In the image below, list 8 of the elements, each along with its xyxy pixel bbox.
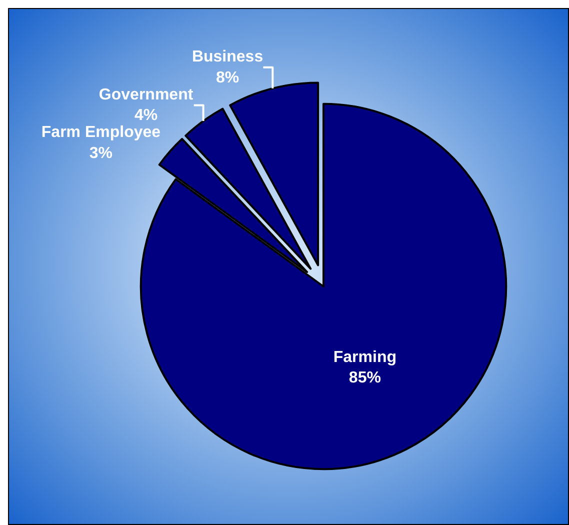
data-label: 3% xyxy=(89,144,113,162)
data-label: 85% xyxy=(348,370,381,387)
slice-label: Farming xyxy=(333,348,397,366)
slice-label: Business xyxy=(192,48,264,66)
data-label: 4% xyxy=(134,107,158,124)
slice-label: Government xyxy=(98,86,194,104)
data-label: 8% xyxy=(216,69,240,86)
slice-label: Farm Employee xyxy=(41,124,161,142)
